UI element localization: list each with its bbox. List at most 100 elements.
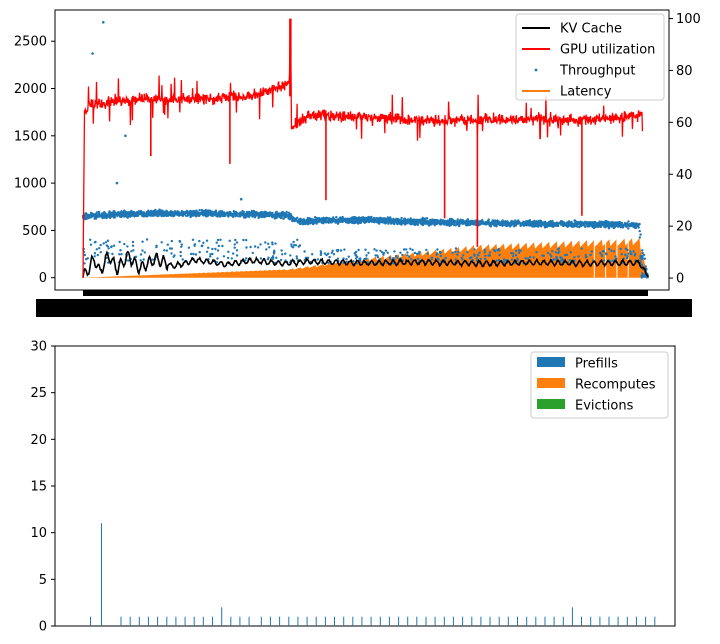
throughput-point xyxy=(113,212,116,215)
throughput-point xyxy=(382,219,385,222)
throughput-point-low xyxy=(170,252,173,255)
throughput-point-low xyxy=(160,241,163,244)
throughput-point xyxy=(271,215,274,219)
throughput-point xyxy=(298,222,302,225)
throughput-point-low xyxy=(267,242,270,245)
prefills-bar xyxy=(370,616,372,626)
throughput-point xyxy=(409,217,412,220)
throughput-point xyxy=(374,217,377,221)
throughput-point-low xyxy=(131,240,135,244)
prefills-bar xyxy=(452,616,454,626)
throughput-point-low xyxy=(425,248,428,252)
throughput-point-low xyxy=(259,243,262,246)
throughput-point xyxy=(512,225,516,228)
throughput-point xyxy=(288,217,292,220)
prefills-bar xyxy=(269,616,271,626)
throughput-point xyxy=(570,220,573,224)
throughput-point xyxy=(108,216,112,220)
throughput-point-low xyxy=(256,246,260,249)
bottom-chart: 0 5 10 15 20 25 30 Prefills Recomputes Evictio… xyxy=(30,340,676,635)
throughput-point xyxy=(414,218,418,222)
right-tick-label: 80 xyxy=(676,64,693,79)
throughput-point-low xyxy=(265,248,268,251)
throughput-point xyxy=(130,212,133,215)
throughput-point xyxy=(585,221,588,224)
throughput-point xyxy=(551,219,554,223)
throughput-point-low xyxy=(106,245,110,248)
throughput-point xyxy=(419,221,422,225)
throughput-point-low xyxy=(535,250,538,254)
prefills-bar xyxy=(416,616,418,626)
throughput-point-low xyxy=(589,253,592,256)
throughput-point-low xyxy=(439,251,442,254)
throughput-point xyxy=(583,225,587,228)
prefills-bar xyxy=(248,616,250,626)
prefills-bar xyxy=(471,616,473,626)
throughput-point xyxy=(481,218,484,222)
throughput-point-low xyxy=(107,261,110,264)
throughput-point xyxy=(207,212,211,215)
throughput-point-low xyxy=(222,255,226,258)
throughput-point xyxy=(148,210,152,214)
throughput-point-low xyxy=(626,256,629,260)
throughput-point-low xyxy=(95,248,99,251)
throughput-point xyxy=(375,220,379,223)
prefills-bars xyxy=(90,523,656,626)
throughput-point-low xyxy=(624,247,628,250)
throughput-point-low xyxy=(436,248,439,251)
prefills-bar xyxy=(184,616,186,626)
x-tick-marks-dense xyxy=(83,290,648,296)
throughput-point-low xyxy=(557,251,560,255)
throughput-point xyxy=(350,218,354,221)
throughput-point-low xyxy=(107,247,110,250)
throughput-point xyxy=(261,211,265,215)
throughput-point-low xyxy=(268,246,271,249)
throughput-point-low xyxy=(355,250,358,254)
throughput-point xyxy=(192,214,195,217)
throughput-point xyxy=(370,219,373,223)
legend-swatch-throughput xyxy=(534,68,538,72)
throughput-point-low xyxy=(234,238,237,242)
throughput-point-tail xyxy=(641,249,644,252)
throughput-point xyxy=(403,223,407,226)
throughput-point-low xyxy=(123,242,126,246)
throughput-point xyxy=(338,217,341,220)
throughput-point-low xyxy=(330,251,333,254)
throughput-point xyxy=(593,220,597,224)
prefills-bar xyxy=(230,616,232,626)
throughput-point xyxy=(362,220,365,223)
throughput-point xyxy=(500,220,503,224)
throughput-point-low xyxy=(386,251,389,254)
throughput-point-low xyxy=(610,249,613,252)
throughput-point-low xyxy=(163,249,166,252)
throughput-point xyxy=(589,222,592,225)
bottom-tick-label: 30 xyxy=(30,340,47,355)
throughput-point-low xyxy=(367,251,370,255)
throughput-point-low xyxy=(402,248,406,251)
throughput-point xyxy=(231,215,235,219)
throughput-point xyxy=(109,212,112,216)
throughput-point-tail xyxy=(642,253,646,256)
throughput-point-low xyxy=(379,249,382,252)
throughput-point-low xyxy=(580,247,583,250)
throughput-point xyxy=(275,210,278,214)
throughput-point xyxy=(355,220,358,223)
throughput-point xyxy=(253,216,257,219)
throughput-point xyxy=(359,221,362,225)
throughput-point xyxy=(607,225,610,228)
top-left-axis-ticks: 0 500 1000 1500 2000 2500 xyxy=(14,35,55,286)
throughput-point-low xyxy=(297,245,300,248)
prefills-bar xyxy=(297,616,299,626)
throughput-point xyxy=(419,219,422,223)
throughput-point xyxy=(427,221,430,224)
throughput-point-low xyxy=(275,256,278,259)
throughput-point xyxy=(467,222,471,225)
throughput-point-low xyxy=(339,249,343,252)
throughput-point-low xyxy=(497,258,500,262)
throughput-point-low xyxy=(272,251,276,254)
throughput-point-low xyxy=(546,251,550,255)
latency-area xyxy=(83,238,648,278)
throughput-point-low xyxy=(413,251,417,255)
throughput-point xyxy=(381,221,384,224)
throughput-point-low xyxy=(552,258,556,261)
